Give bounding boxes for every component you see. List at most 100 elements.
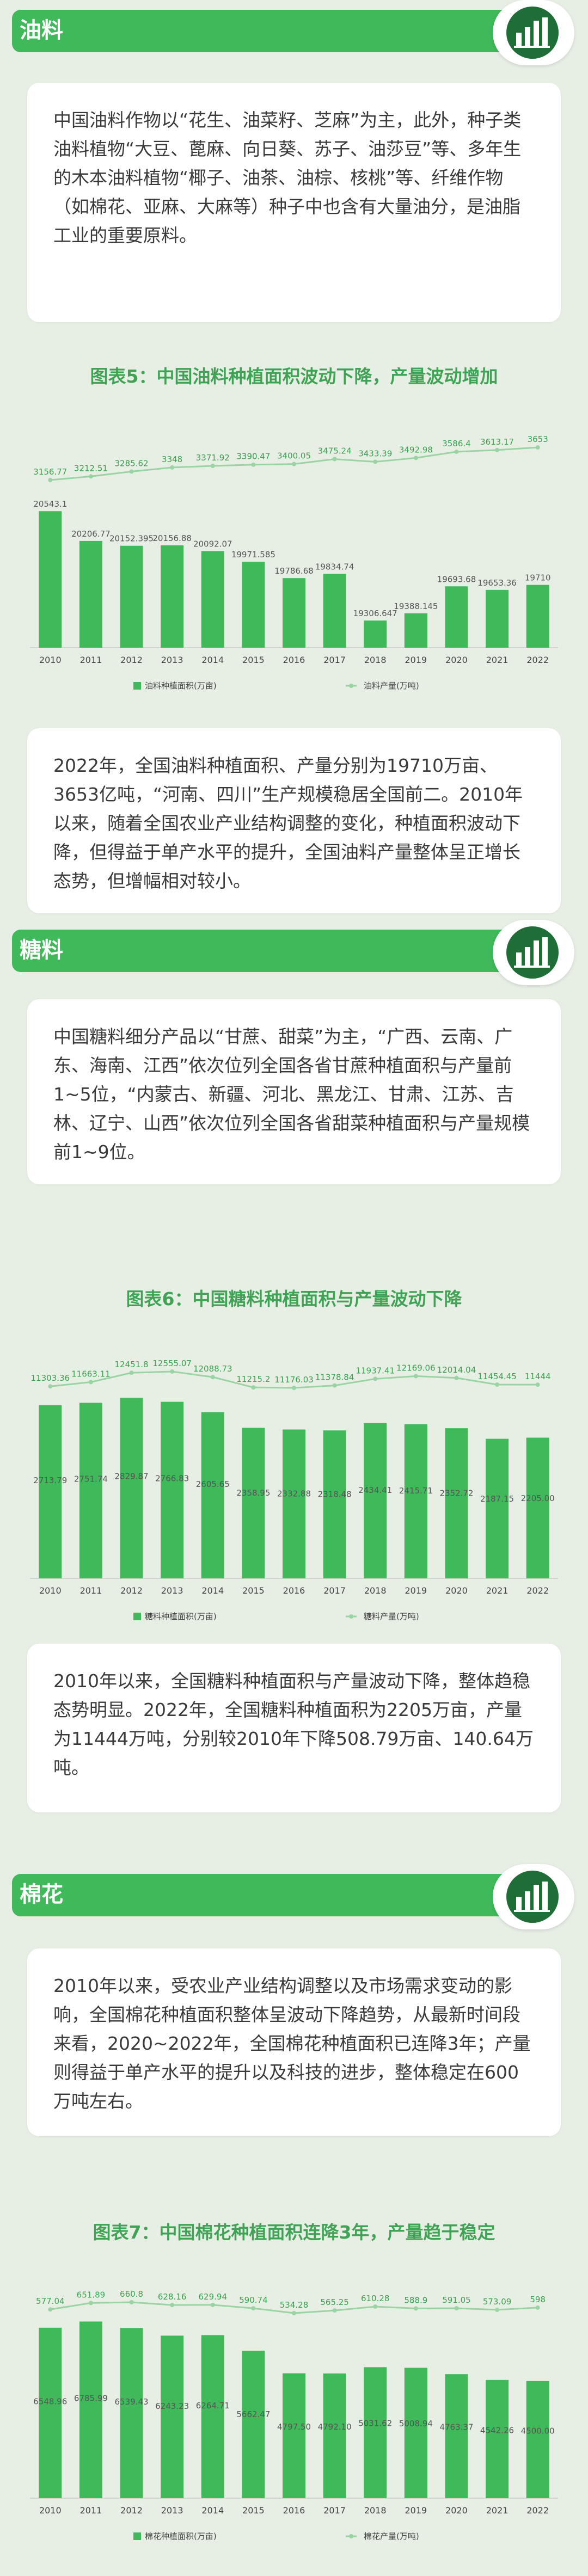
bar-value-label: 4797.50 xyxy=(277,2422,311,2432)
line-point xyxy=(535,445,540,450)
bar-value-label: 20206.77 xyxy=(71,529,111,539)
bar xyxy=(323,574,346,648)
line-value-label: 3212.51 xyxy=(74,463,108,473)
bar xyxy=(526,585,549,648)
line-value-label: 3475.24 xyxy=(318,446,352,456)
line-point xyxy=(88,474,93,479)
line-value-label: 12451.8 xyxy=(115,1360,149,1369)
section-title: 棉花 xyxy=(20,1882,63,1907)
line-value-label: 12169.06 xyxy=(396,1363,436,1373)
line-value-label: 588.9 xyxy=(404,2295,427,2305)
bar xyxy=(364,620,387,648)
line-value-label: 629.94 xyxy=(199,2292,228,2302)
legend-label: 糖料产量(万吨) xyxy=(364,1612,419,1621)
bar xyxy=(79,2321,102,2498)
bar xyxy=(39,511,62,648)
intro-card-cotton: 2010年以来，受农业产业结构调整以及市场需求变动的影响，全国棉花种植面积整体呈… xyxy=(27,1948,561,2136)
line-point xyxy=(332,457,337,462)
bar-value-label: 2713.79 xyxy=(33,1475,67,1485)
line-point xyxy=(535,1382,540,1387)
bar xyxy=(323,1430,346,1578)
x-tick-label: 2015 xyxy=(242,655,265,665)
x-tick-label: 2021 xyxy=(486,655,509,665)
x-tick-label: 2014 xyxy=(201,1585,224,1596)
line-point xyxy=(373,1376,378,1381)
header-bar xyxy=(12,930,562,972)
x-tick-label: 2018 xyxy=(364,655,387,665)
bar-value-label: 2187.15 xyxy=(480,1494,514,1504)
bar xyxy=(39,1405,62,1578)
summary-card-oil: 2022年，全国油料种植面积、产量分别为19710万亩、3653亿吨，“河南、四… xyxy=(27,728,561,913)
line-value-label: 591.05 xyxy=(442,2295,471,2305)
bar-value-label: 2415.71 xyxy=(399,1486,433,1496)
line-point xyxy=(129,1370,134,1375)
section-title: 糖料 xyxy=(20,938,63,963)
line-point xyxy=(292,1386,296,1390)
legend-swatch-point xyxy=(349,2534,353,2538)
line-value-label: 12555.07 xyxy=(152,1358,192,1368)
bar-value-label: 6539.43 xyxy=(115,2397,149,2407)
x-tick-label: 2012 xyxy=(120,655,143,665)
line-point xyxy=(48,1384,53,1389)
bar-value-label: 2829.87 xyxy=(115,1472,149,1481)
x-tick-label: 2019 xyxy=(405,2505,427,2516)
bar-value-label: 4763.37 xyxy=(439,2423,473,2432)
line-point xyxy=(495,2307,500,2312)
bar xyxy=(404,1424,427,1578)
chart-title: 图表5：中国油料种植面积波动下降，产量波动增加 xyxy=(90,366,498,387)
bar xyxy=(120,2328,143,2498)
line-point xyxy=(413,2306,418,2311)
line-point xyxy=(129,469,134,474)
bar-value-label: 19710 xyxy=(525,573,551,583)
summary-card-sugar: 2010年以来，全国糖料种植面积与产量波动下降，整体趋稳态势明显。2022年，全… xyxy=(27,1644,561,1812)
line-value-label: 12088.73 xyxy=(193,1364,232,1374)
x-tick-label: 2022 xyxy=(526,2505,549,2516)
x-tick-label: 2016 xyxy=(283,1585,305,1596)
line-point xyxy=(292,462,296,466)
bar-value-label: 2751.74 xyxy=(74,1474,108,1484)
chart-title: 图表7：中国棉花种植面积连降3年，产量趋于稳定 xyxy=(93,2222,495,2243)
bar-value-label: 19388.145 xyxy=(394,601,438,611)
chart-title: 图表6：中国糖料种植面积与产量波动下降 xyxy=(126,1288,462,1309)
line-point xyxy=(251,2306,256,2311)
x-tick-label: 2017 xyxy=(323,1585,346,1596)
bar-value-label: 4542.26 xyxy=(480,2426,514,2436)
legend-label: 油料种植面积(万亩) xyxy=(145,681,217,691)
line-value-label: 3156.77 xyxy=(33,467,67,477)
line-point xyxy=(373,459,378,464)
line-point xyxy=(413,456,418,460)
line-value-label: 590.74 xyxy=(239,2295,268,2305)
x-tick-label: 2014 xyxy=(201,2505,224,2516)
line-value-label: 3390.47 xyxy=(236,452,270,462)
header-bar xyxy=(12,1874,562,1916)
line-point xyxy=(129,2300,134,2304)
line-value-label: 3653 xyxy=(528,434,548,444)
x-tick-label: 2010 xyxy=(39,1585,62,1596)
bar xyxy=(120,545,143,648)
line-point xyxy=(535,2305,540,2310)
bar-value-label: 2605.65 xyxy=(196,1479,230,1489)
bar xyxy=(323,2373,346,2498)
line-point xyxy=(210,2302,215,2307)
bar xyxy=(526,2381,549,2498)
line-point xyxy=(332,1383,337,1388)
bar-value-label: 4792.10 xyxy=(318,2422,352,2432)
x-tick-label: 2013 xyxy=(161,1585,183,1596)
bar-value-label: 19306.647 xyxy=(353,608,397,618)
bar xyxy=(445,1428,468,1578)
legend-label: 糖料种植面积(万亩) xyxy=(145,1612,217,1621)
x-tick-label: 2013 xyxy=(161,655,183,665)
line-point xyxy=(251,462,256,467)
bar-value-label: 2332.88 xyxy=(277,1489,311,1499)
bar xyxy=(161,2335,184,2498)
line-value-label: 577.04 xyxy=(36,2296,65,2306)
bar-value-label: 19834.74 xyxy=(315,562,354,571)
line-point xyxy=(373,2304,378,2309)
bar xyxy=(39,2327,62,2498)
x-tick-label: 2010 xyxy=(39,2505,62,2516)
line-value-label: 598 xyxy=(530,2295,546,2304)
bar-value-label: 2318.48 xyxy=(318,1489,352,1499)
line-value-label: 11454.45 xyxy=(477,1372,517,1381)
bar-value-label: 19693.68 xyxy=(437,574,476,584)
line-value-label: 3492.98 xyxy=(399,445,433,454)
